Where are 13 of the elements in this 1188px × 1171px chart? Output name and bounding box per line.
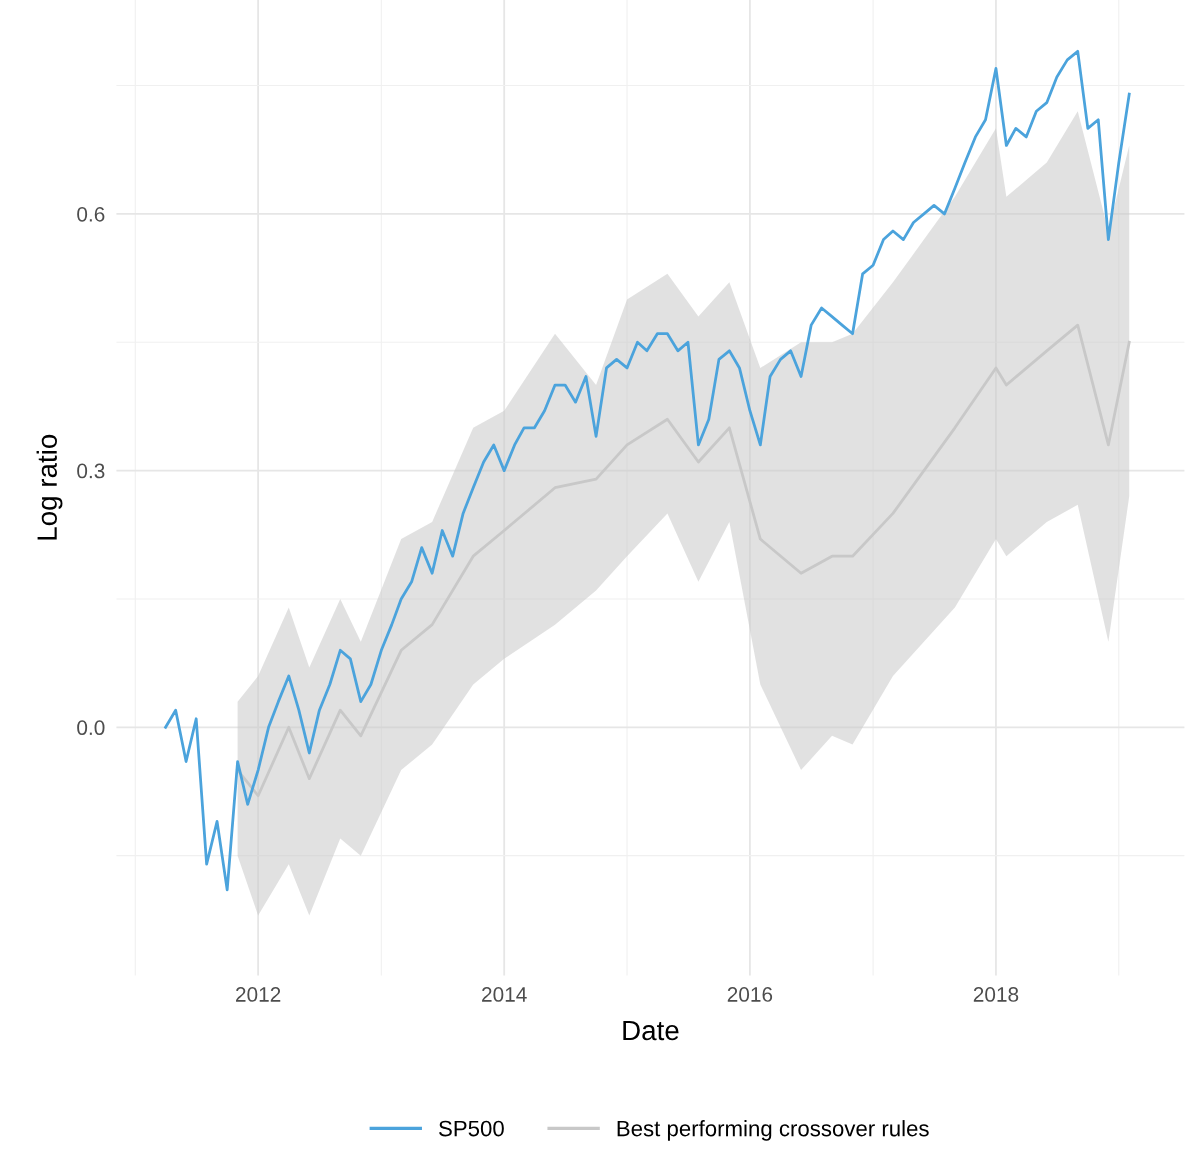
y-tick-label: 0.6 bbox=[77, 206, 105, 222]
line-series bbox=[164, 49, 1131, 892]
line-series bbox=[236, 323, 1131, 798]
x-tick-label: 2016 bbox=[727, 987, 773, 1002]
y-tick-label: 0.0 bbox=[77, 720, 105, 736]
x-tick-label: 2014 bbox=[482, 987, 527, 1002]
y-axis-title: Log ratio bbox=[36, 434, 63, 540]
legend-label: Best performing crossover rules bbox=[617, 1120, 929, 1141]
x-tick-label: 2012 bbox=[236, 987, 281, 1002]
legend-label: SP500 bbox=[439, 1120, 504, 1137]
y-tick-label: 0.3 bbox=[77, 463, 105, 479]
x-axis-title: Date bbox=[623, 1020, 679, 1041]
x-tick-label: 2018 bbox=[973, 987, 1019, 1002]
